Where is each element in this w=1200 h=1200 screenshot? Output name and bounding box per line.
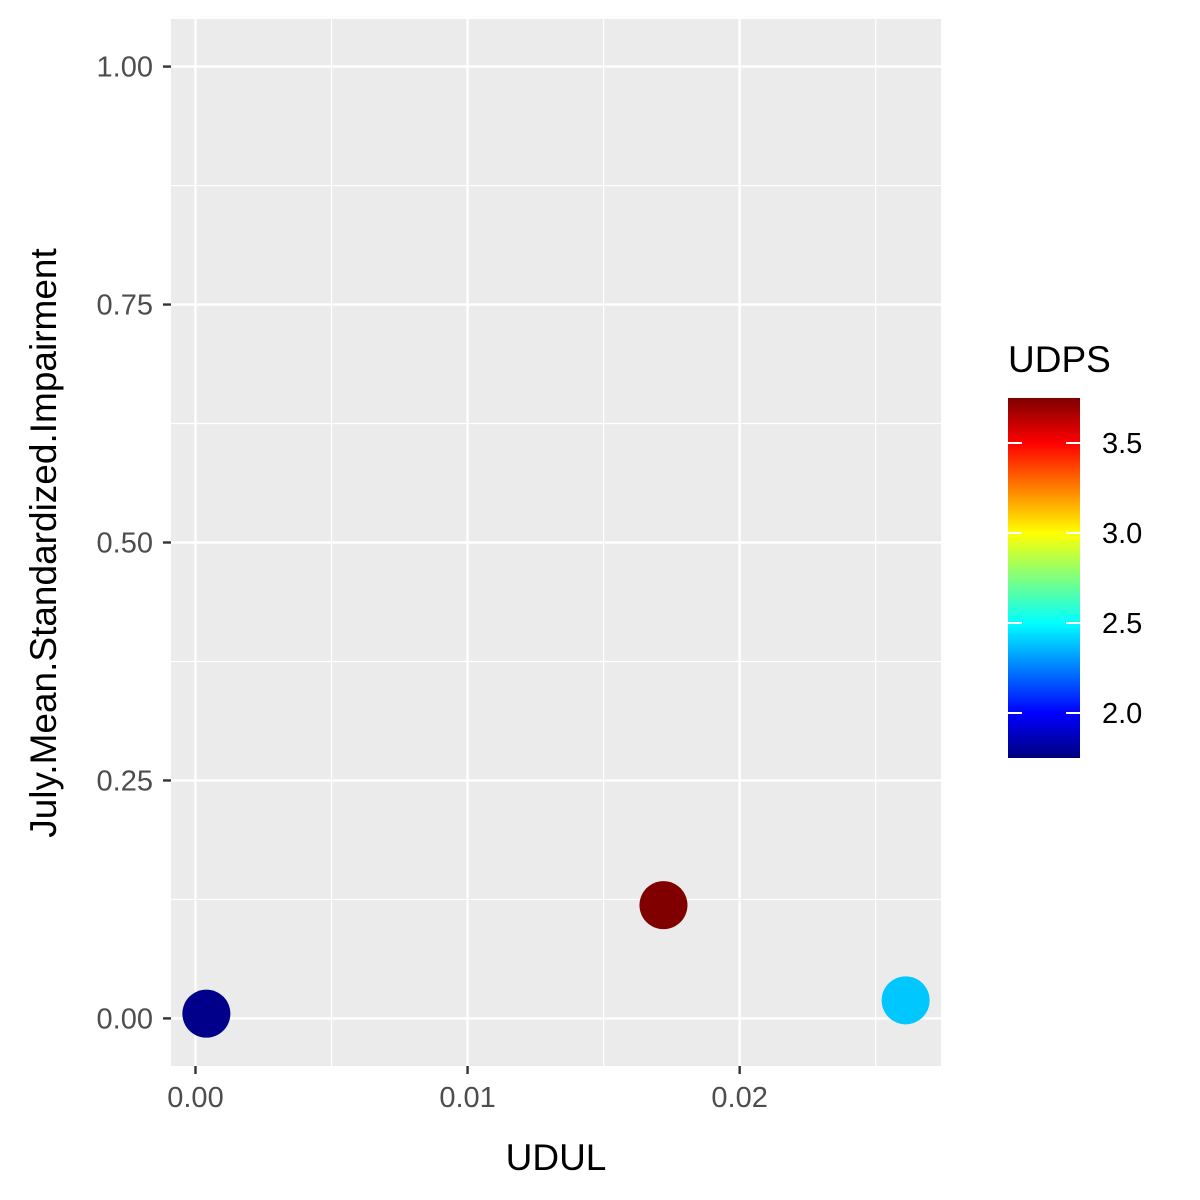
y-axis-title: July.Mean.Standardized.Impairment [23,248,64,838]
data-point [182,989,231,1038]
legend-tick-label: 3.0 [1102,518,1142,550]
x-tick-label: 0.00 [167,1082,223,1114]
major-grid [171,19,941,1066]
legend-tick-label: 2.5 [1102,608,1142,640]
colorbar [1008,398,1080,758]
color-legend: UDPS 2.0 2.5 3.0 3.5 [1008,339,1142,758]
x-axis: 0.00 0.01 0.02 [167,1066,768,1114]
y-tick-label: 0.75 [97,290,153,322]
data-point [639,881,688,930]
x-axis-title: UDUL [506,1137,607,1178]
data-point [881,976,930,1025]
data-points [182,881,930,1038]
y-axis: 0.00 0.25 0.50 0.75 1.00 [97,52,171,1035]
y-tick-label: 0.50 [97,528,153,560]
legend-title: UDPS [1008,339,1111,380]
y-tick-label: 0.25 [97,765,153,797]
x-tick-label: 0.02 [711,1082,767,1114]
legend-tick-label: 3.5 [1102,428,1142,460]
x-tick-label: 0.01 [439,1082,495,1114]
y-tick-label: 0.00 [97,1003,153,1035]
y-tick-label: 1.00 [97,52,153,84]
legend-tick-label: 2.0 [1102,698,1142,730]
legend-ticks: 2.0 2.5 3.0 3.5 [1008,428,1142,730]
